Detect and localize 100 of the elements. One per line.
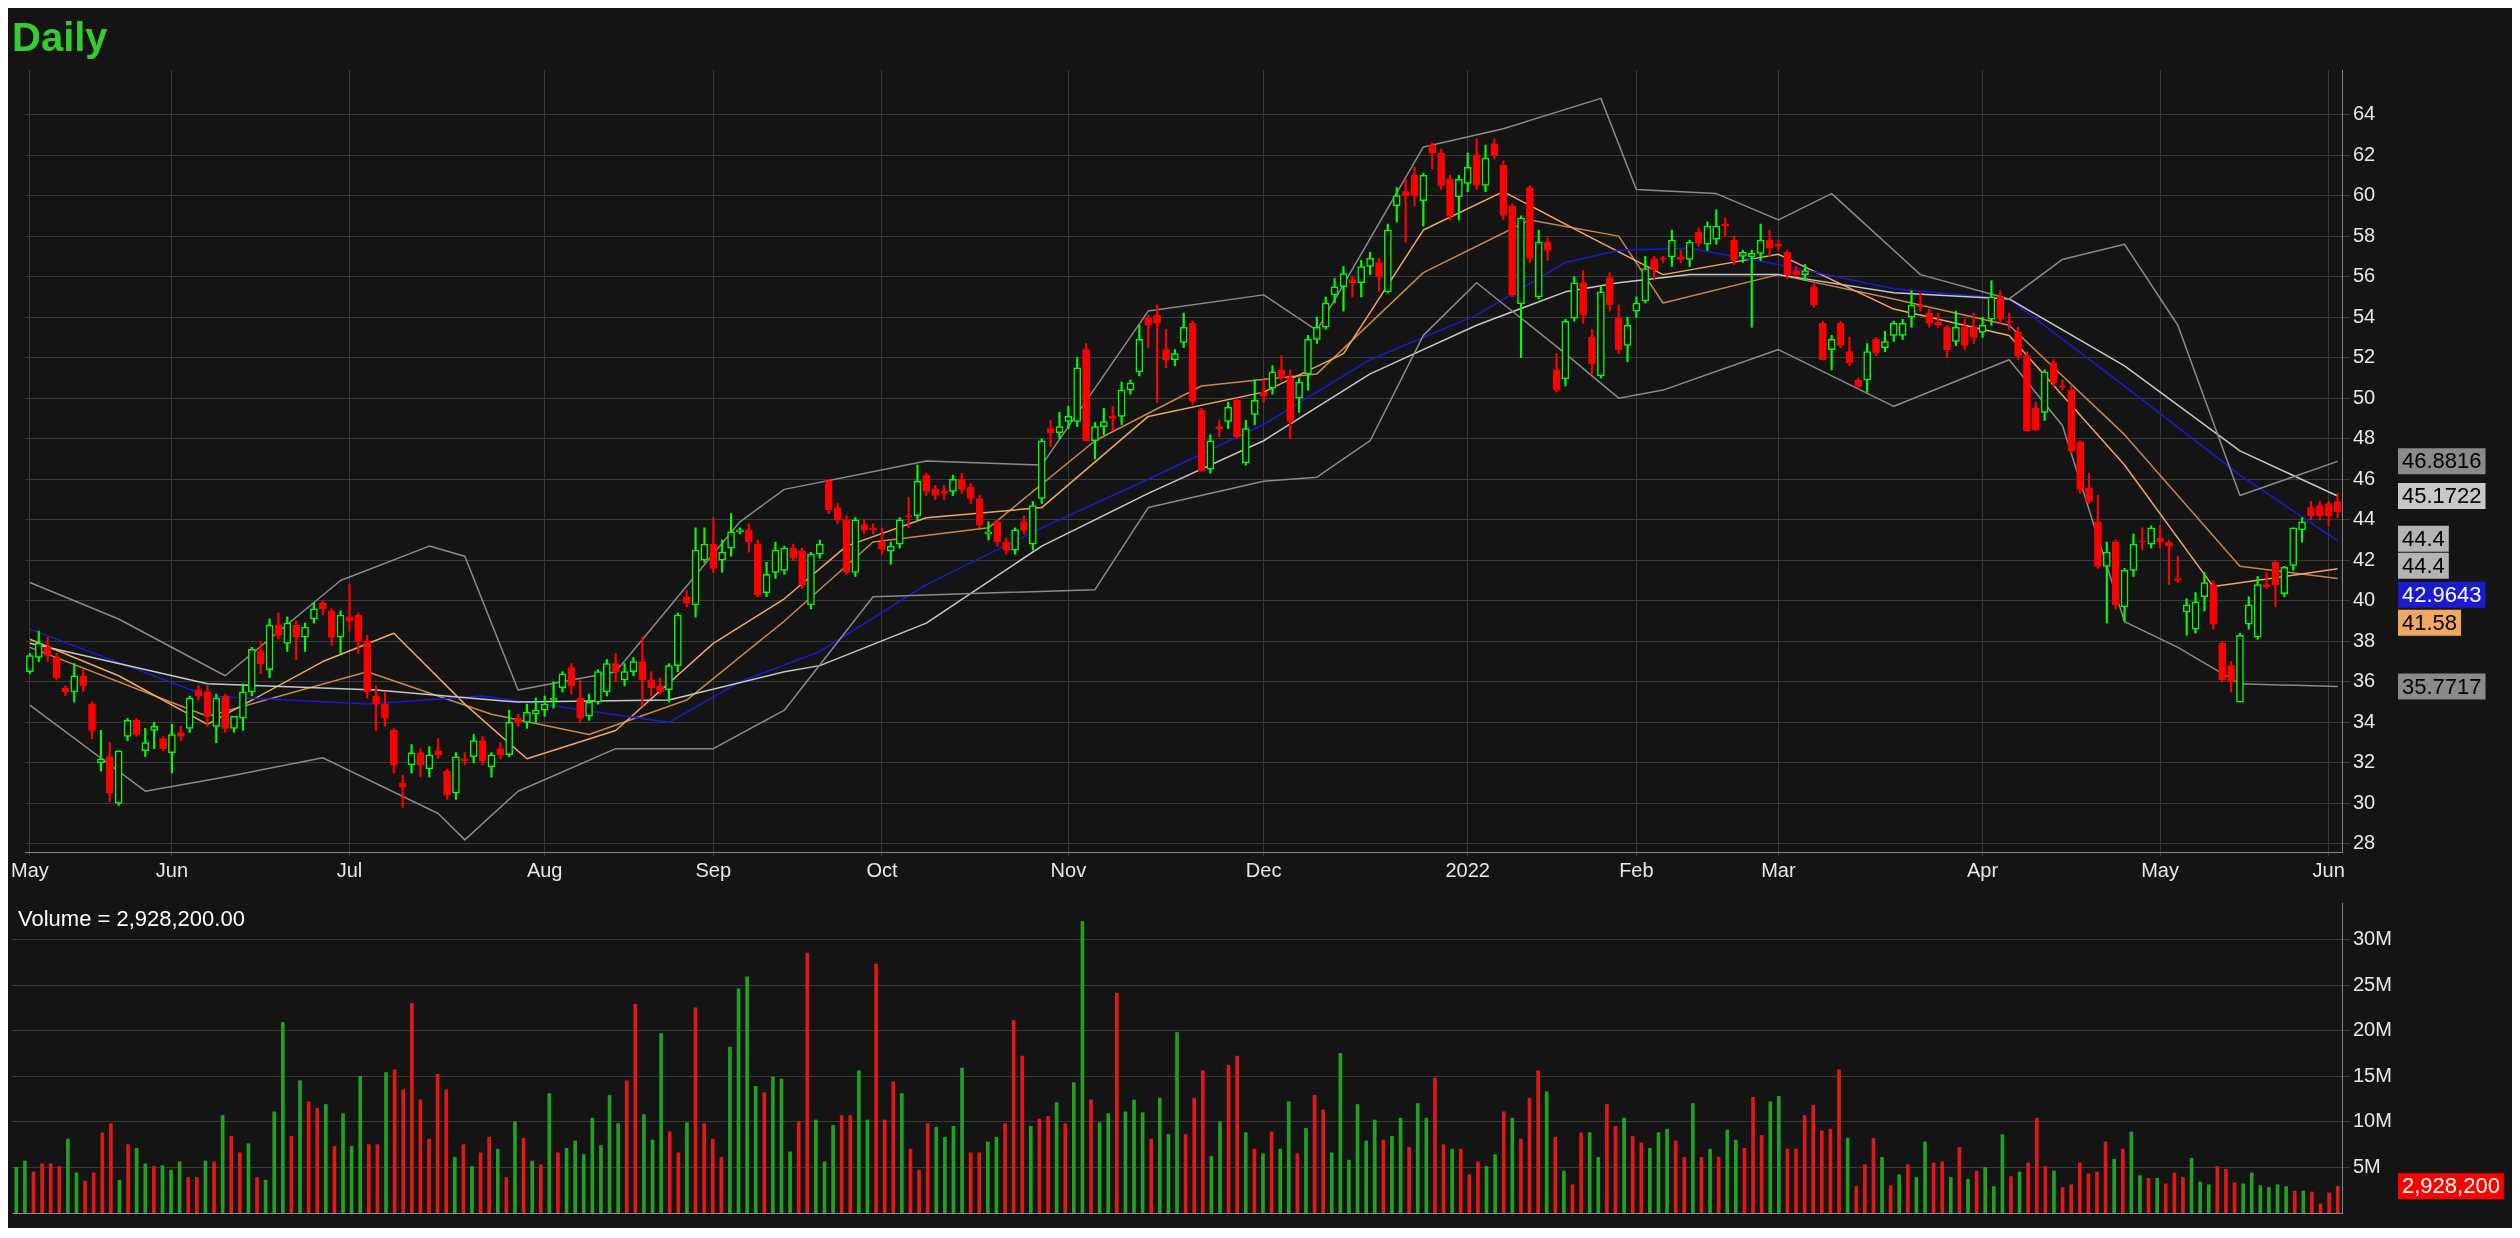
x-tick-label: Apr bbox=[1966, 858, 1999, 881]
bar bbox=[796, 1121, 801, 1213]
bar bbox=[1089, 1099, 1093, 1213]
bar bbox=[2284, 1186, 2288, 1213]
bar bbox=[1544, 1091, 1549, 1213]
bar bbox=[91, 1172, 96, 1213]
bar bbox=[1562, 1170, 1566, 1213]
y-tick-label: 28 bbox=[2353, 831, 2376, 854]
y-tick-label: 30M bbox=[2353, 926, 2392, 949]
bar bbox=[1553, 1136, 1558, 1213]
y-tick-label: 52 bbox=[2353, 345, 2376, 368]
y-tick-label: 62 bbox=[2353, 142, 2376, 165]
bar bbox=[444, 1089, 449, 1213]
bar bbox=[1622, 1117, 1626, 1213]
bar bbox=[1200, 1070, 1205, 1213]
bar bbox=[358, 1075, 363, 1213]
bar bbox=[762, 1092, 767, 1213]
bar bbox=[2198, 1181, 2202, 1213]
bar bbox=[1415, 1103, 1420, 1213]
bar bbox=[1278, 1148, 1282, 1213]
bar bbox=[599, 1145, 603, 1213]
y-tick-label: 58 bbox=[2353, 223, 2376, 246]
bar bbox=[2112, 1158, 2116, 1213]
bar bbox=[1691, 1103, 1695, 1213]
y-tick-label: 34 bbox=[2353, 709, 2376, 732]
bar bbox=[538, 1164, 543, 1213]
bar bbox=[487, 1136, 492, 1213]
bar bbox=[581, 1154, 586, 1213]
candlestick bbox=[1907, 290, 1916, 328]
y-tick-label: 40 bbox=[2353, 588, 2376, 611]
text: 41.58 bbox=[2402, 609, 2458, 635]
bar bbox=[1682, 1157, 1687, 1213]
bar bbox=[384, 1072, 388, 1213]
y-tick-label: 56 bbox=[2353, 264, 2376, 287]
bar bbox=[1329, 1152, 1334, 1213]
text: 45.1722 bbox=[2402, 483, 2482, 509]
bar bbox=[2241, 1183, 2245, 1213]
bar bbox=[1837, 1069, 1841, 1213]
y-tick-label: 5M bbox=[2353, 1154, 2381, 1177]
bar bbox=[2138, 1175, 2142, 1213]
bar bbox=[186, 1177, 191, 1213]
bar bbox=[624, 1080, 629, 1213]
bar bbox=[83, 1180, 87, 1213]
bar bbox=[2052, 1170, 2056, 1213]
bar bbox=[212, 1161, 216, 1213]
bar bbox=[1794, 1148, 1798, 1213]
bar bbox=[2069, 1184, 2073, 1213]
bar bbox=[1029, 1126, 1033, 1213]
bar bbox=[1192, 1097, 1197, 1213]
bar bbox=[1923, 1141, 1927, 1213]
x-tick-label: May bbox=[11, 858, 49, 881]
bar bbox=[2258, 1185, 2263, 1213]
bar bbox=[1364, 1140, 1368, 1213]
bar bbox=[2224, 1168, 2228, 1213]
bar bbox=[1321, 1109, 1325, 1213]
x-tick-label: Aug bbox=[526, 858, 563, 881]
bar bbox=[1605, 1104, 1609, 1213]
bar bbox=[934, 1126, 939, 1213]
bar bbox=[2249, 1172, 2254, 1213]
y-tick-label: 10M bbox=[2353, 1109, 2392, 1132]
bar bbox=[1820, 1130, 1824, 1213]
candlestick bbox=[345, 584, 354, 632]
bar bbox=[848, 1115, 853, 1213]
candlestick bbox=[1339, 266, 1348, 312]
bar bbox=[917, 1169, 921, 1213]
bar bbox=[1218, 1121, 1222, 1213]
y-tick-label: 38 bbox=[2353, 628, 2376, 651]
bar bbox=[152, 1166, 156, 1213]
bar bbox=[1948, 1177, 1953, 1213]
bar bbox=[676, 1152, 681, 1213]
bar bbox=[1579, 1132, 1583, 1213]
bar bbox=[1235, 1055, 1240, 1213]
bar bbox=[1905, 1164, 1910, 1213]
bar bbox=[2292, 1190, 2297, 1213]
bar bbox=[1114, 992, 1119, 1213]
bar bbox=[495, 1148, 500, 1213]
bar bbox=[1725, 1129, 1730, 1213]
x-tick-label: Jun bbox=[155, 858, 189, 881]
bar bbox=[1175, 1032, 1179, 1213]
bar bbox=[401, 1089, 406, 1213]
bar bbox=[771, 1076, 775, 1213]
bar bbox=[1493, 1154, 1497, 1213]
bar bbox=[960, 1067, 964, 1213]
bar bbox=[48, 1163, 53, 1213]
bar bbox=[1020, 1055, 1025, 1213]
annotation: Volume = 2,928,200.00 bbox=[18, 906, 245, 932]
bar bbox=[857, 1070, 861, 1213]
bar bbox=[900, 1093, 904, 1213]
bar bbox=[2327, 1192, 2331, 1213]
bar bbox=[323, 1104, 328, 1213]
x-tick-label: Feb bbox=[1619, 858, 1654, 881]
bar bbox=[1777, 1095, 1781, 1213]
y-tick-label: 54 bbox=[2353, 304, 2376, 327]
bar bbox=[23, 1160, 27, 1213]
candlestick bbox=[2262, 572, 2271, 589]
bar bbox=[882, 1119, 887, 1213]
bar bbox=[143, 1163, 148, 1213]
bar bbox=[2155, 1178, 2159, 1213]
bar bbox=[2310, 1191, 2314, 1213]
bar bbox=[1261, 1153, 1265, 1213]
